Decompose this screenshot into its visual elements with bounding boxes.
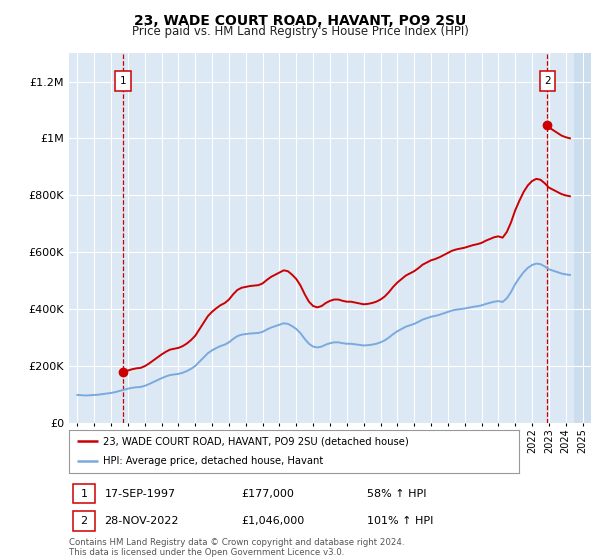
Text: 2: 2: [544, 76, 551, 86]
Text: £177,000: £177,000: [241, 489, 294, 498]
Text: 17-SEP-1997: 17-SEP-1997: [104, 489, 176, 498]
Text: 28-NOV-2022: 28-NOV-2022: [104, 516, 179, 526]
FancyBboxPatch shape: [73, 511, 95, 531]
Text: 2: 2: [80, 516, 88, 526]
Text: £1,046,000: £1,046,000: [241, 516, 305, 526]
FancyBboxPatch shape: [539, 71, 555, 91]
Text: 101% ↑ HPI: 101% ↑ HPI: [367, 516, 433, 526]
Text: 23, WADE COURT ROAD, HAVANT, PO9 2SU (detached house): 23, WADE COURT ROAD, HAVANT, PO9 2SU (de…: [103, 436, 409, 446]
Text: 1: 1: [80, 489, 88, 498]
Text: Price paid vs. HM Land Registry's House Price Index (HPI): Price paid vs. HM Land Registry's House …: [131, 25, 469, 38]
Text: HPI: Average price, detached house, Havant: HPI: Average price, detached house, Hava…: [103, 456, 323, 466]
Text: 1: 1: [120, 76, 127, 86]
Text: Contains HM Land Registry data © Crown copyright and database right 2024.
This d: Contains HM Land Registry data © Crown c…: [69, 538, 404, 557]
FancyBboxPatch shape: [115, 71, 131, 91]
FancyBboxPatch shape: [73, 484, 95, 503]
Bar: [574, 53, 591, 423]
Text: 23, WADE COURT ROAD, HAVANT, PO9 2SU: 23, WADE COURT ROAD, HAVANT, PO9 2SU: [134, 14, 466, 28]
Text: 58% ↑ HPI: 58% ↑ HPI: [367, 489, 426, 498]
